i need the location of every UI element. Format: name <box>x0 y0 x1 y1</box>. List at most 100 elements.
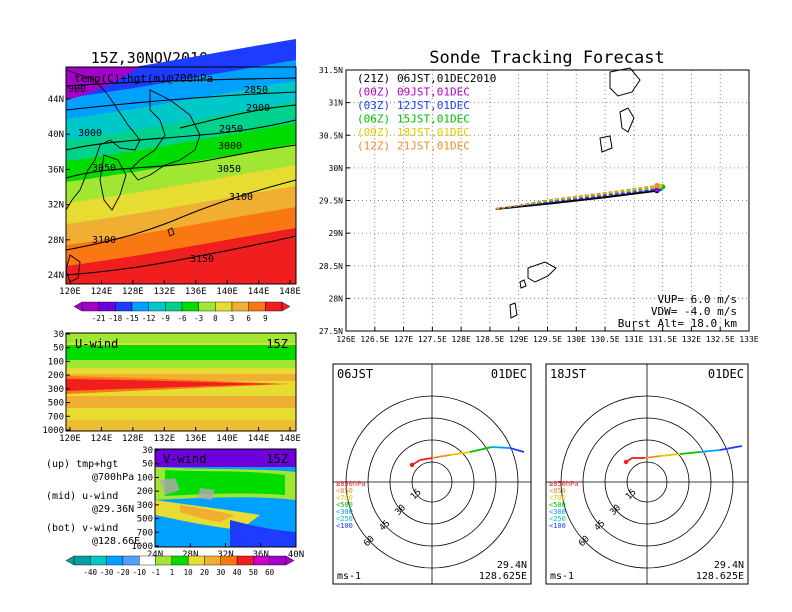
x-tick-label: 127E <box>394 335 413 344</box>
contour-label: 2900 <box>246 103 270 114</box>
y-tick-label: 27.5N <box>319 327 343 336</box>
colorbar-swatch <box>187 555 205 566</box>
ring-label: 30 <box>393 503 408 518</box>
contour-label: 2950 <box>219 124 243 135</box>
y-tick-label: 30.5N <box>319 131 343 140</box>
y-tick-label: 44N <box>48 95 64 105</box>
colorbar-label: 60 <box>265 568 275 577</box>
map-panel: 15Z,30NOV2010 (init) 2850 2900 2950 3000… <box>48 39 301 323</box>
x-tick-label: 130.5E <box>591 335 620 344</box>
wind-hodograph <box>491 446 511 449</box>
y-tick-label: 24N <box>48 271 64 281</box>
launch-info-line: Burst Alt= 18.0 km <box>618 317 738 330</box>
y-tick-label: 100 <box>137 473 153 483</box>
temp-band <box>66 228 296 284</box>
x-tick-label: 124E <box>91 287 113 297</box>
colorbar-swatch <box>81 301 99 312</box>
colorbar-label: 30 <box>216 568 226 577</box>
map-frame <box>65 66 297 285</box>
polar-lat: 29.4N <box>714 560 744 571</box>
colorbar-swatch <box>220 555 238 566</box>
track-line <box>495 186 663 210</box>
pressure-legend-item: <500 <box>549 501 566 509</box>
polar-unit: ms-1 <box>550 571 574 582</box>
y-tick-label: 1000 <box>42 426 64 436</box>
colorbar-swatch <box>269 555 287 566</box>
pressure-legend-item: <300 <box>549 508 566 516</box>
y-tick-label: 100 <box>48 357 64 367</box>
x-tick-label: 136E <box>185 434 207 444</box>
colorbar-label: -15 <box>125 314 139 323</box>
launch-info-line: VUP= 6.0 m/s <box>658 293 737 306</box>
legend-code: (21Z) <box>357 72 390 85</box>
y-tick-label: 30 <box>53 330 64 340</box>
colorbar-swatch <box>90 555 107 566</box>
legend-text: 06JST,01DEC2010 <box>397 72 496 85</box>
polar-plot <box>333 364 531 584</box>
launch-point <box>623 459 629 465</box>
x-tick-label: 120E <box>59 287 81 297</box>
colorbar-swatch <box>106 555 124 566</box>
track-landing-point <box>654 182 660 189</box>
x-tick-label: 131E <box>624 335 643 344</box>
colorbar-swatch <box>115 301 133 312</box>
colorbar-label: -20 <box>116 568 130 577</box>
x-tick-label: 128E <box>122 287 144 297</box>
pressure-legend-item: <850 <box>336 487 353 495</box>
x-tick-label: 136E <box>185 287 207 297</box>
vwind-colorbar: -40 -30 -20 -10 -1 1 10 20 30 40 50 60 <box>65 555 295 577</box>
legend-code: (12Z) <box>357 140 390 153</box>
colorbar-swatch <box>165 301 183 312</box>
colorbar-label: -12 <box>142 314 156 323</box>
colorbar-label: -30 <box>100 568 114 577</box>
legend-text: 09JST,01DEC <box>397 86 470 99</box>
y-tick-label: 40N <box>48 130 64 140</box>
legend-code: (03Z) <box>357 99 390 112</box>
wind-hodograph <box>679 451 701 455</box>
colorbar-swatch <box>73 555 91 566</box>
wind-hodograph <box>419 457 433 461</box>
x-tick-label: 127.5E <box>418 335 447 344</box>
colorbar-label: -18 <box>109 314 123 323</box>
x-tick-label: 140E <box>216 287 238 297</box>
uwind-frame <box>65 332 297 432</box>
vwind-time: 15Z <box>266 452 288 466</box>
polar-unit: ms-1 <box>337 571 361 582</box>
colorbar-label: -10 <box>132 568 146 577</box>
colorbar-arrow <box>73 301 83 312</box>
tracks <box>495 182 666 210</box>
polar-frame <box>332 363 532 585</box>
map-colorbar: -21 -18 -15 -12 -9 -6 -3 0 3 6 9 <box>73 301 291 323</box>
y-tick-label: 200 <box>137 487 153 497</box>
track-line <box>495 189 658 210</box>
colorbar-label: 50 <box>249 568 259 577</box>
legend-text: 21JST,01DEC <box>397 140 470 153</box>
pressure-legend-item: ≥850hPa <box>549 480 579 488</box>
contour-label: 3050 <box>217 164 241 175</box>
y-tick-label: 30 <box>142 446 153 456</box>
colorbar-swatch <box>131 301 149 312</box>
note-line: @29.36N <box>92 504 134 515</box>
x-tick-label: 129.5E <box>533 335 562 344</box>
x-tick-label: 28N <box>182 550 198 560</box>
contour-label: 3000 <box>218 141 242 152</box>
vwind-label: V-wind <box>163 452 206 466</box>
x-tick-label: 148E <box>279 287 301 297</box>
uwind-label: U-wind <box>75 337 118 351</box>
y-tick-label: 50 <box>53 344 64 354</box>
y-tick-label: 300 <box>137 501 153 511</box>
colorbar-swatch <box>265 301 283 312</box>
polar-time: 06JST <box>337 367 373 381</box>
contour-label: 3150 <box>190 254 214 265</box>
y-tick-label: 700 <box>48 412 64 422</box>
colorbar-swatch <box>215 301 233 312</box>
ring-label: 15 <box>409 487 424 502</box>
launch-info-line: VDW= -4.0 m/s <box>651 305 737 318</box>
colorbar-arrow <box>281 301 291 312</box>
x-tick-label: 40N <box>288 550 304 560</box>
note-line: (mid) u-wind <box>46 491 118 502</box>
pressure-legend-item: <300 <box>336 508 353 516</box>
